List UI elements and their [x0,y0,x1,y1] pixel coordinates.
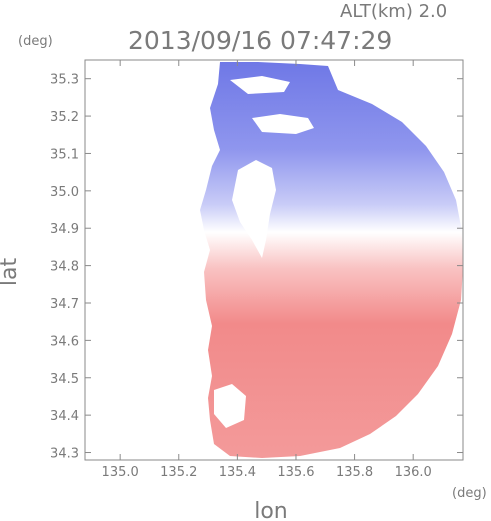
chart-title: 2013/09/16 07:47:29 [128,26,392,55]
x-tick-label: 135.2 [160,465,197,480]
y-tick-label: 35.3 [50,73,79,88]
plot-frame [84,59,464,461]
echo-gap [252,114,314,134]
y-tick-label: 34.7 [50,297,79,312]
x-axis-ticks: 135.0 135.2 135.4 135.6 135.8 136.0 [102,60,432,480]
echo-gap [214,384,246,428]
y-tick-label: 34.6 [50,334,79,349]
velocity-field [200,62,463,458]
x-tick-label: 135.0 [102,465,139,480]
x-tick-label: 135.6 [277,465,314,480]
y-axis-ticks: 34.3 34.4 34.5 34.6 34.7 34.8 34.9 35.0 35.1 35.2… [50,73,463,462]
y-unit-label: (deg) [18,34,53,49]
echo-gap [232,160,276,258]
y-tick-label: 35.0 [50,185,79,200]
x-unit-label: (deg) [452,486,487,501]
altitude-label: ALT(km) 2.0 [340,1,447,22]
x-tick-label: 135.4 [219,465,256,480]
y-tick-label: 34.8 [50,260,79,275]
y-tick-label: 34.3 [50,447,79,462]
y-tick-label: 34.4 [50,409,79,424]
x-tick-label: 136.0 [395,465,432,480]
y-tick-label: 34.9 [50,222,79,237]
y-tick-label: 35.2 [50,110,79,125]
x-tick-label: 135.8 [336,465,373,480]
x-axis-title: lon [254,499,288,521]
y-tick-label: 34.5 [50,372,79,387]
y-tick-label: 35.1 [50,147,79,162]
velocity-area [200,62,463,458]
y-axis-title: lat [0,258,22,287]
echo-gap [230,76,290,94]
